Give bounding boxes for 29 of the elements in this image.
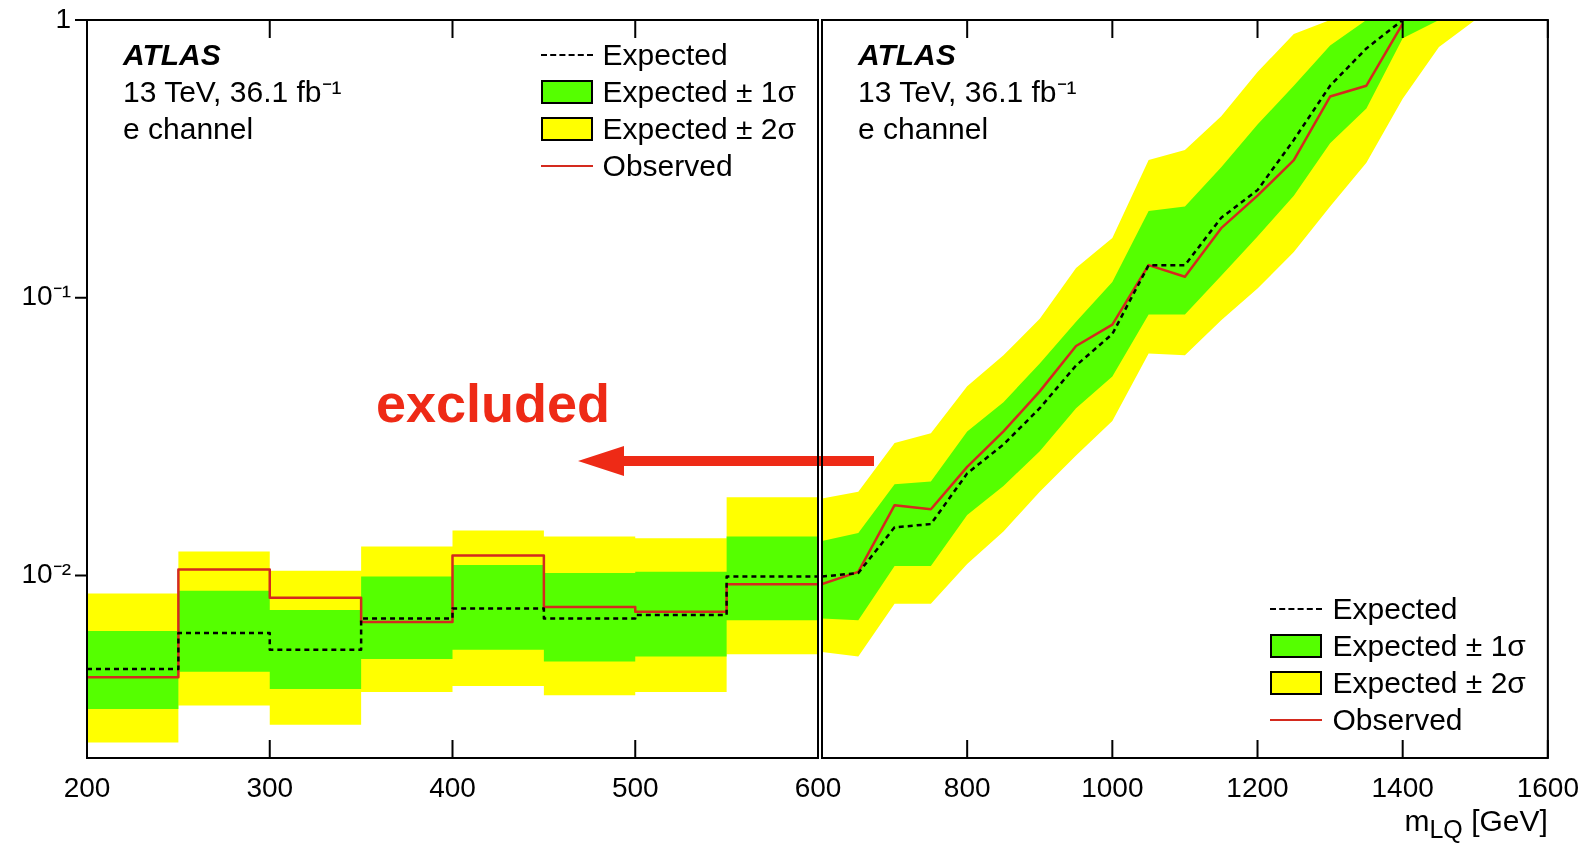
- x-tick-label: 600: [794, 771, 842, 803]
- annotation: 13 TeV, 36.1 fb⁻¹: [123, 74, 342, 110]
- x-tick-label: 1400: [1371, 771, 1434, 803]
- legend-label: Observed: [1332, 702, 1463, 738]
- x-tick-label: 200: [63, 771, 111, 803]
- legend-label: Expected ± 2σ: [1332, 665, 1526, 701]
- legend-label: Expected ± 1σ: [1332, 628, 1526, 664]
- annotation: e channel: [123, 111, 255, 147]
- y-tick-label: 10⁻²: [21, 558, 71, 590]
- y-tick-label: 10⁻¹: [21, 280, 71, 312]
- x-tick-label: 1600: [1516, 771, 1579, 803]
- legend-label: Expected: [602, 37, 728, 73]
- annotation: ATLAS: [123, 37, 222, 73]
- x-tick-label: 1000: [1081, 771, 1144, 803]
- legend-label: Expected ± 1σ: [602, 74, 796, 110]
- x-tick-label: 1200: [1226, 771, 1289, 803]
- legend-label: Expected ± 2σ: [602, 111, 796, 147]
- x-tick-label: 300: [246, 771, 294, 803]
- x-tick-label: 400: [429, 771, 476, 803]
- x-tick-label: 500: [611, 771, 659, 803]
- legend-label: Expected: [1332, 591, 1458, 627]
- annotation: 13 TeV, 36.1 fb⁻¹: [858, 74, 1077, 110]
- annotation: ATLAS: [858, 37, 957, 73]
- y-tick-label: 1: [55, 2, 71, 34]
- x-tick-label: 800: [943, 771, 991, 803]
- annotation: e channel: [858, 111, 990, 147]
- annotation: excluded: [376, 372, 611, 434]
- legend-label: Observed: [602, 148, 733, 184]
- x-axis-title: m$_{LQ}$ [GeV]: [1404, 804, 1548, 844]
